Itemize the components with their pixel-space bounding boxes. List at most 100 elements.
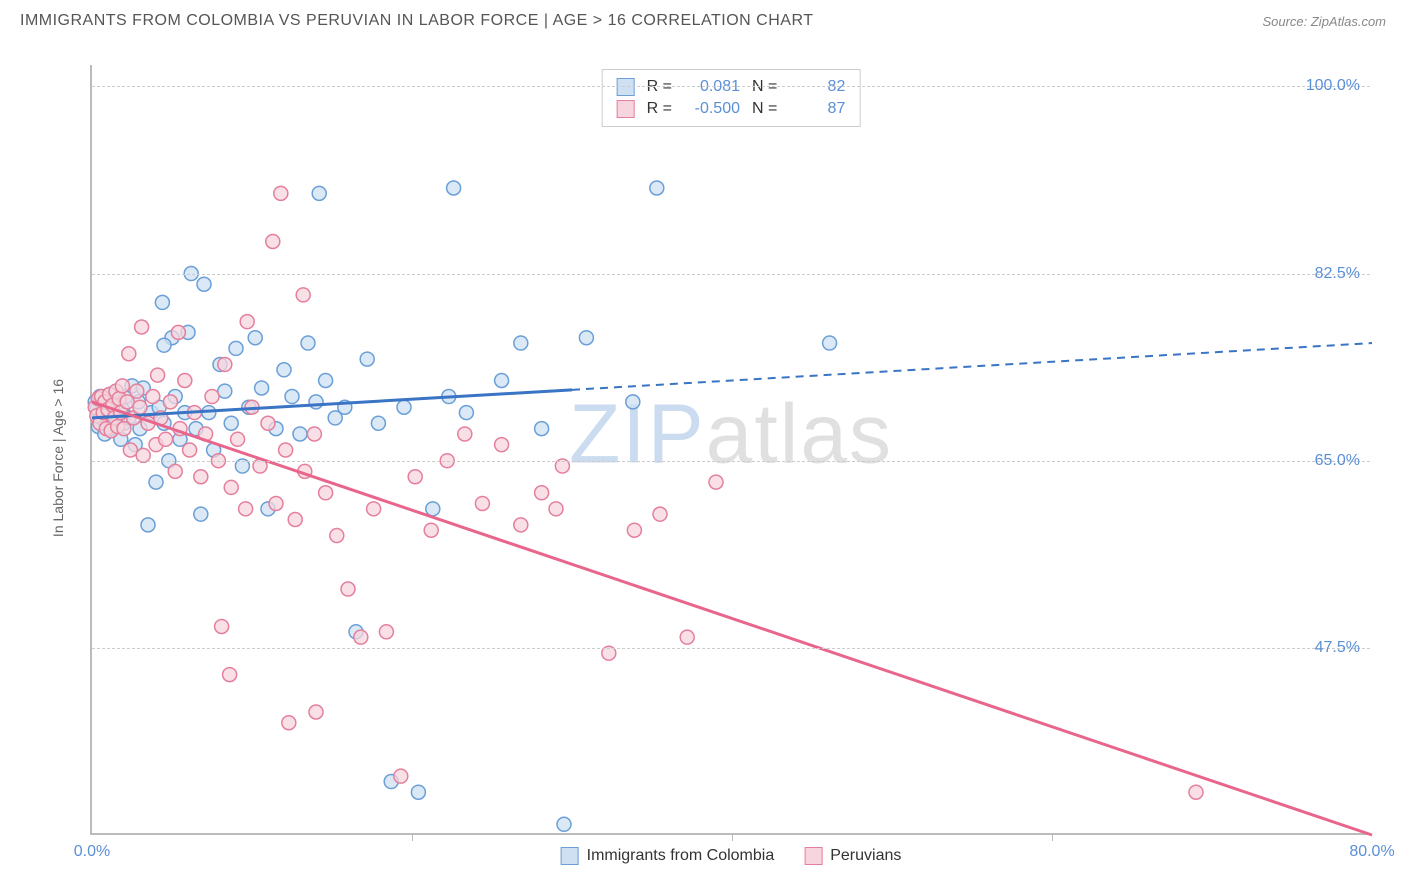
chart-container: In Labor Force | Age > 16 ZIPatlas R = 0… bbox=[50, 45, 1390, 855]
scatter-point-peruvian bbox=[296, 288, 310, 302]
scatter-point-peruvian bbox=[215, 619, 229, 633]
scatter-point-colombia bbox=[579, 331, 593, 345]
legend-item-colombia: Immigrants from Colombia bbox=[561, 847, 775, 865]
scatter-point-peruvian bbox=[288, 513, 302, 527]
x-tick-label-left: 0.0% bbox=[74, 843, 110, 861]
legend-label-colombia: Immigrants from Colombia bbox=[587, 847, 775, 865]
scatter-point-peruvian bbox=[458, 427, 472, 441]
swatch-peruvian bbox=[804, 847, 822, 865]
scatter-point-peruvian bbox=[224, 480, 238, 494]
grid-line bbox=[92, 86, 1370, 87]
scatter-point-peruvian bbox=[269, 496, 283, 510]
scatter-point-peruvian bbox=[475, 496, 489, 510]
scatter-point-colombia bbox=[426, 502, 440, 516]
scatter-point-peruvian bbox=[424, 523, 438, 537]
x-tick-mark bbox=[732, 833, 733, 841]
scatter-point-colombia bbox=[285, 390, 299, 404]
scatter-point-colombia bbox=[319, 373, 333, 387]
scatter-point-peruvian bbox=[653, 507, 667, 521]
scatter-point-peruvian bbox=[231, 432, 245, 446]
scatter-point-peruvian bbox=[135, 320, 149, 334]
scatter-point-peruvian bbox=[183, 443, 197, 457]
scatter-point-peruvian bbox=[408, 470, 422, 484]
scatter-point-peruvian bbox=[514, 518, 528, 532]
x-tick-mark bbox=[1052, 833, 1053, 841]
scatter-point-peruvian bbox=[178, 373, 192, 387]
scatter-point-peruvian bbox=[151, 368, 165, 382]
scatter-point-peruvian bbox=[171, 325, 185, 339]
scatter-point-peruvian bbox=[133, 400, 147, 414]
y-tick-label: 100.0% bbox=[1306, 77, 1360, 95]
scatter-point-peruvian bbox=[680, 630, 694, 644]
scatter-point-peruvian bbox=[394, 769, 408, 783]
scatter-point-peruvian bbox=[266, 234, 280, 248]
scatter-point-peruvian bbox=[205, 390, 219, 404]
scatter-point-colombia bbox=[650, 181, 664, 195]
scatter-point-peruvian bbox=[307, 427, 321, 441]
y-axis-label: In Labor Force | Age > 16 bbox=[50, 379, 66, 537]
scatter-point-peruvian bbox=[282, 716, 296, 730]
scatter-point-colombia bbox=[149, 475, 163, 489]
scatter-point-peruvian bbox=[279, 443, 293, 457]
scatter-point-peruvian bbox=[239, 502, 253, 516]
scatter-point-peruvian bbox=[495, 438, 509, 452]
scatter-point-peruvian bbox=[123, 443, 137, 457]
legend-label-peruvian: Peruvians bbox=[830, 847, 901, 865]
scatter-point-peruvian bbox=[223, 668, 237, 682]
scatter-point-colombia bbox=[255, 381, 269, 395]
chart-title: IMMIGRANTS FROM COLOMBIA VS PERUVIAN IN … bbox=[20, 12, 813, 30]
scatter-point-peruvian bbox=[194, 470, 208, 484]
scatter-point-colombia bbox=[157, 338, 171, 352]
scatter-point-peruvian bbox=[330, 529, 344, 543]
scatter-point-colombia bbox=[194, 507, 208, 521]
scatter-point-peruvian bbox=[122, 347, 136, 361]
scatter-point-colombia bbox=[277, 363, 291, 377]
regression-line-colombia-dashed bbox=[572, 343, 1372, 390]
scatter-point-colombia bbox=[360, 352, 374, 366]
header: IMMIGRANTS FROM COLOMBIA VS PERUVIAN IN … bbox=[0, 0, 1406, 42]
scatter-point-peruvian bbox=[709, 475, 723, 489]
scatter-point-peruvian bbox=[168, 464, 182, 478]
scatter-point-colombia bbox=[447, 181, 461, 195]
scatter-point-colombia bbox=[514, 336, 528, 350]
scatter-point-peruvian bbox=[1189, 785, 1203, 799]
y-tick-label: 65.0% bbox=[1315, 452, 1360, 470]
scatter-point-colombia bbox=[823, 336, 837, 350]
scatter-point-peruvian bbox=[240, 315, 254, 329]
scatter-point-colombia bbox=[626, 395, 640, 409]
y-tick-label: 47.5% bbox=[1315, 639, 1360, 657]
scatter-point-colombia bbox=[459, 406, 473, 420]
scatter-point-peruvian bbox=[130, 384, 144, 398]
scatter-point-peruvian bbox=[218, 357, 232, 371]
scatter-point-peruvian bbox=[261, 416, 275, 430]
scatter-point-peruvian bbox=[159, 432, 173, 446]
x-tick-mark bbox=[412, 833, 413, 841]
scatter-point-peruvian bbox=[309, 705, 323, 719]
scatter-point-colombia bbox=[197, 277, 211, 291]
scatter-point-peruvian bbox=[549, 502, 563, 516]
scatter-point-colombia bbox=[312, 186, 326, 200]
plot-svg bbox=[92, 65, 1370, 833]
swatch-colombia bbox=[561, 847, 579, 865]
scatter-point-peruvian bbox=[115, 379, 129, 393]
scatter-point-colombia bbox=[535, 422, 549, 436]
x-tick-label-right: 80.0% bbox=[1349, 843, 1394, 861]
grid-line bbox=[92, 648, 1370, 649]
scatter-point-peruvian bbox=[379, 625, 393, 639]
grid-line bbox=[92, 461, 1370, 462]
scatter-point-peruvian bbox=[535, 486, 549, 500]
scatter-point-peruvian bbox=[146, 390, 160, 404]
scatter-point-peruvian bbox=[319, 486, 333, 500]
plot-area: ZIPatlas R = 0.081 N = 82 R = -0.500 N =… bbox=[90, 65, 1370, 835]
scatter-point-colombia bbox=[495, 373, 509, 387]
scatter-point-colombia bbox=[397, 400, 411, 414]
scatter-point-colombia bbox=[411, 785, 425, 799]
legend-item-peruvian: Peruvians bbox=[804, 847, 901, 865]
scatter-point-colombia bbox=[229, 341, 243, 355]
series-legend: Immigrants from Colombia Peruvians bbox=[561, 847, 902, 865]
scatter-point-colombia bbox=[155, 295, 169, 309]
scatter-point-colombia bbox=[141, 518, 155, 532]
scatter-point-colombia bbox=[301, 336, 315, 350]
regression-line-peruvian bbox=[92, 402, 1372, 835]
scatter-point-colombia bbox=[557, 817, 571, 831]
